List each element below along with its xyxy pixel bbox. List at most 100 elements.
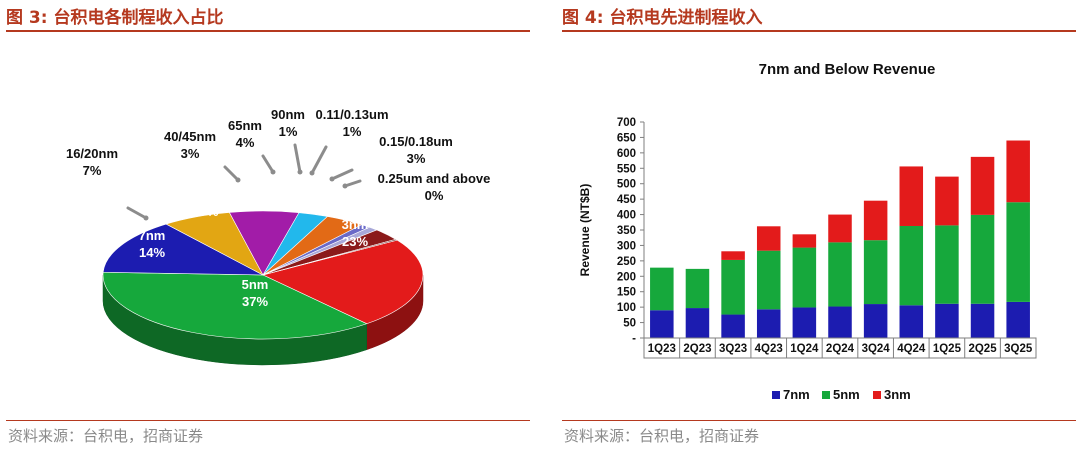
process-revenue-pie-chart: 3nm 23% 5nm 37% 7nm 14% 16/20nm 7% 28nm 7% 40/45nm… [66, 107, 490, 366]
bar-x-tick-label: 1Q24 [790, 343, 819, 355]
bar-7nm-3Q24 [863, 304, 888, 338]
pie-label-65nm: 65nm [228, 118, 262, 133]
left-figure-title: 图 3: 台积电各制程收入占比 [6, 8, 224, 28]
bar-3nm-3Q23 [721, 251, 745, 260]
left-bottom-rule [6, 420, 530, 421]
bar-3nm-4Q23 [756, 226, 781, 251]
bar-y-axis: - 50 100 150 200 250 300 350 400 450 500 550 600 650 7… [617, 117, 645, 345]
pie-leader-dot-0.11/0.13um [309, 170, 315, 176]
bar-y-tick-label: 450 [617, 194, 636, 206]
bar-3nm-3Q24 [863, 200, 888, 241]
pie-leader-65nm [261, 154, 275, 174]
bar-5nm-3Q23 [721, 259, 745, 315]
pie-label-0.11/0.13um: 0.11/0.13um [316, 107, 389, 122]
pie-top-faces [102, 210, 424, 340]
bar-y-tick-label: - [632, 333, 636, 345]
pie-slice-3nm [262, 239, 424, 325]
pie-label-0.25um and above: 0.25um and above [378, 171, 491, 186]
pie-leader-16/20nm [126, 206, 148, 220]
bar-5nm-3Q24 [863, 240, 888, 305]
bar-y-tick-label: 400 [617, 210, 636, 222]
pie-leader-dot-40/45nm [235, 177, 241, 183]
legend-swatch-5nm [822, 391, 830, 399]
bar-5nm-2Q24 [828, 242, 852, 307]
bar-y-tick-label: 550 [617, 163, 636, 175]
pie-label-40/45nm: 40/45nm [164, 129, 216, 144]
bar-7nm-1Q25 [935, 303, 959, 338]
bar-3nm-4Q24 [899, 166, 924, 226]
bar-3nm-1Q24 [792, 234, 817, 248]
legend-swatch-3nm [873, 391, 881, 399]
bar-5nm-4Q24 [899, 225, 924, 306]
pie-label-3nm: 3nm [342, 217, 369, 232]
pie-label-16/20nm: 16/20nm [66, 146, 118, 161]
bar-5nm-1Q25 [935, 225, 959, 304]
bar-7nm-1Q23 [650, 310, 674, 338]
bar-x-axis: 1Q23 2Q23 3Q23 4Q23 1Q24 2Q24 3Q24 4Q24 1Q25 2Q25… [643, 337, 1037, 359]
pie-leader-dot-0.15/0.18um [329, 176, 335, 182]
bar-legend: 7nm 5nm 3nm [772, 387, 911, 402]
pie-labels: 3nm 23% 5nm 37% 7nm 14% 16/20nm 7% 28nm 7% 40/45nm… [66, 107, 490, 309]
pie-value-7nm: 14% [139, 245, 165, 260]
bar-y-tick-label: 500 [617, 179, 636, 191]
bar-series [650, 140, 1030, 338]
bar-x-tick-label: 4Q23 [755, 343, 783, 355]
bar-y-tick-label: 600 [617, 148, 636, 160]
pie-leader-0.25um and above [343, 179, 362, 188]
bar-7nm-3Q23 [721, 314, 745, 338]
bar-x-tick-label: 2Q24 [826, 343, 855, 355]
pie-value-3nm: 23% [342, 234, 368, 249]
bar-7nm-4Q23 [756, 309, 781, 338]
bar-x-tick-label: 3Q24 [862, 343, 891, 355]
bar-x-tick-label: 3Q23 [719, 343, 747, 355]
pie-leader-dot-90nm [297, 169, 303, 175]
left-source-note: 资料来源：台积电，招商证券 [8, 427, 204, 445]
right-bottom-rule [562, 420, 1076, 421]
bar-x-tick-label: 3Q25 [1004, 343, 1033, 355]
advanced-node-revenue-bar-chart: 7nm and Below Revenue Revenue (NT$B) - 50 10… [578, 61, 1037, 402]
bar-7nm-2Q24 [828, 306, 852, 338]
right-title-rule [562, 30, 1076, 32]
pie-label-7nm: 7nm [139, 228, 166, 243]
pie-slice-0.25um and above [262, 238, 398, 276]
bar-y-tick-label: 650 [617, 132, 636, 144]
bar-y-tick-label: 300 [617, 240, 636, 252]
left-title-rule [6, 30, 530, 32]
bar-7nm-3Q25 [1006, 301, 1030, 338]
pie-value-0.25um and above: 0% [425, 188, 444, 203]
pie-value-16/20nm: 7% [83, 163, 102, 178]
pie-leader-dot-16/20nm [143, 215, 149, 221]
pie-label-0.15/0.18um: 0.15/0.18um [379, 134, 453, 149]
legend-label-7nm: 7nm [783, 387, 810, 402]
pie-label-28nm: 28nm [192, 187, 226, 202]
bar-7nm-4Q24 [899, 305, 924, 338]
bar-3nm-3Q25 [1006, 140, 1030, 203]
right-source-note: 资料来源：台积电，招商证券 [564, 427, 760, 445]
right-figure-panel: 图 4: 台积电先进制程收入 7nm and Below Revenue Reve… [556, 0, 1076, 457]
pie-value-0.15/0.18um: 3% [407, 151, 426, 166]
bar-x-tick-label: 1Q23 [648, 343, 676, 355]
pie-leader-0.11/0.13um [310, 145, 328, 175]
pie-value-28nm: 7% [200, 204, 219, 219]
bar-x-tick-label: 4Q24 [897, 343, 926, 355]
pie-leader-0.15/0.18um [330, 168, 354, 181]
bar-y-tick-label: 700 [617, 117, 636, 129]
pie-leader-dot-0.25um and above [342, 183, 348, 189]
pie-leader-dot-65nm [270, 169, 276, 175]
bar-3nm-2Q24 [828, 214, 852, 243]
pie-slice-7nm [102, 223, 264, 276]
left-figure-panel: 图 3: 台积电各制程收入占比 3nm 23% 5nm 37% 7nm 14% 16/20n… [0, 0, 530, 457]
legend-swatch-7nm [772, 391, 780, 399]
pie-label-5nm: 5nm [242, 277, 269, 292]
pie-label-90nm: 90nm [271, 107, 305, 122]
bar-y-tick-label: 350 [617, 225, 636, 237]
bar-chart-title: 7nm and Below Revenue [759, 61, 936, 78]
bar-y-tick-label: 200 [617, 271, 636, 283]
bar-y-tick-label: 150 [617, 287, 636, 299]
bar-x-tick-label: 2Q25 [968, 343, 997, 355]
legend-label-3nm: 3nm [884, 387, 911, 402]
bar-y-axis-label: Revenue (NT$B) [578, 184, 592, 277]
pie-leader-90nm [293, 143, 302, 174]
bar-5nm-2Q23 [685, 268, 710, 309]
legend-label-5nm: 5nm [833, 387, 860, 402]
